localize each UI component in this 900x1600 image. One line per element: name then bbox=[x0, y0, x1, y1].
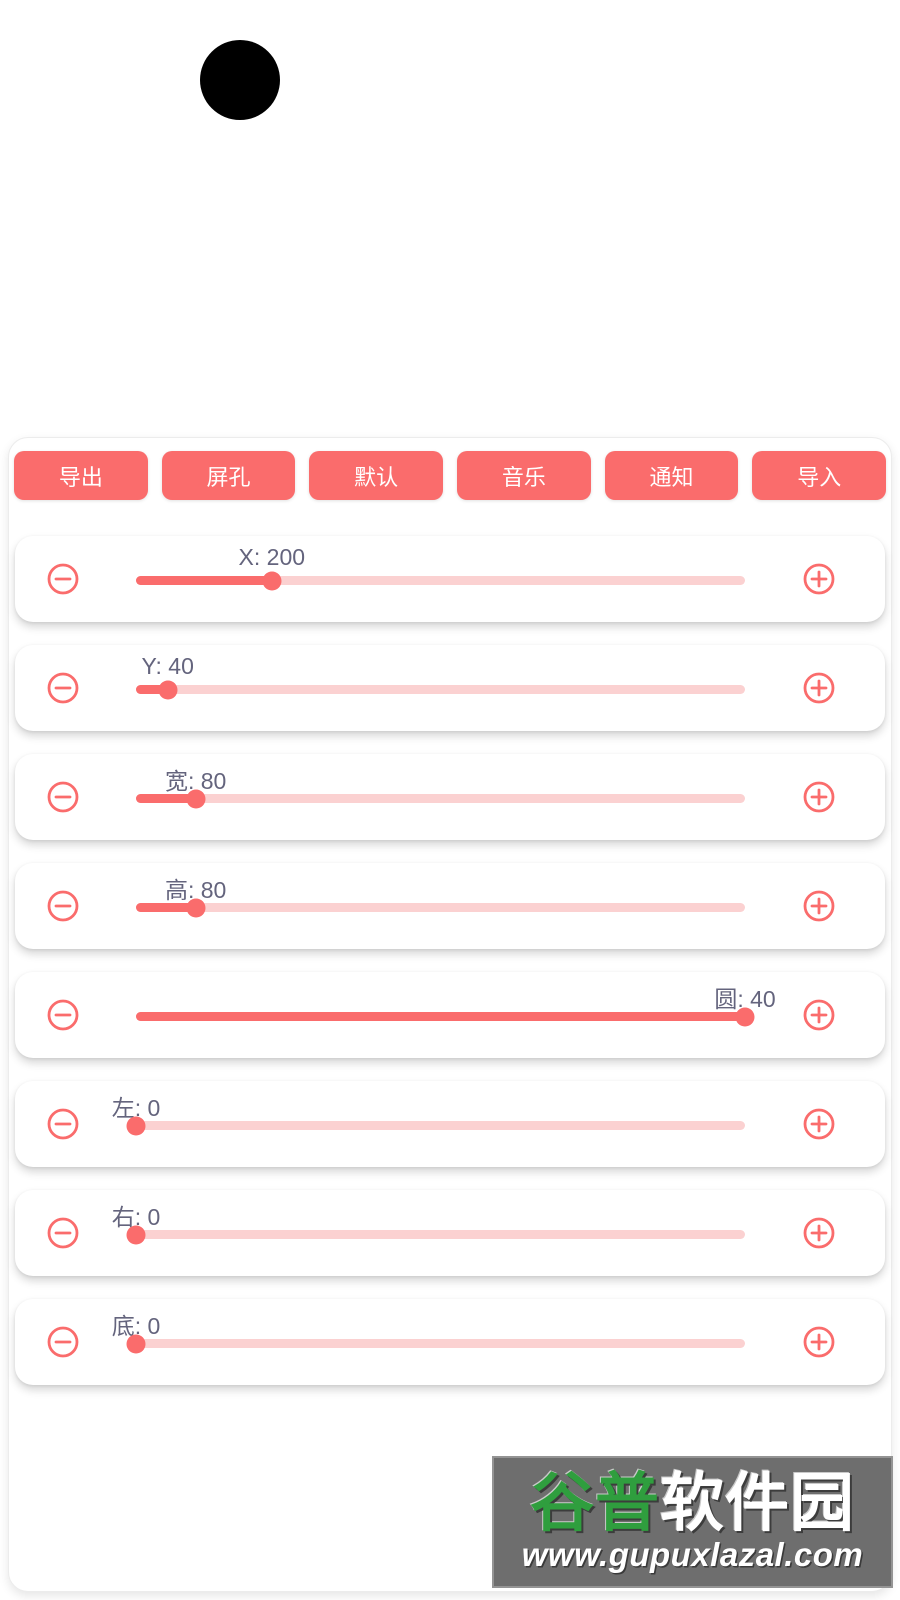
plus-icon bbox=[803, 890, 835, 922]
slider-thumb-width[interactable] bbox=[186, 789, 206, 808]
slider-track-left[interactable] bbox=[126, 1116, 745, 1135]
plus-button-right[interactable] bbox=[802, 1216, 836, 1250]
slider-area-radius: 圆: 40 bbox=[136, 972, 776, 1058]
slider-area-left: 左: 0 bbox=[112, 1081, 745, 1167]
slider-card-height: 高: 80 bbox=[15, 863, 885, 949]
slider-track-fill-height bbox=[136, 903, 196, 912]
slider-track-width[interactable] bbox=[136, 789, 745, 808]
minus-button-height[interactable] bbox=[46, 889, 80, 923]
minus-button-width[interactable] bbox=[46, 780, 80, 814]
slider-card-y: Y: 40 bbox=[15, 645, 885, 731]
slider-card-right: 右: 0 bbox=[15, 1190, 885, 1276]
minus-icon bbox=[47, 1326, 79, 1358]
plus-icon bbox=[803, 672, 835, 704]
minus-button-bottom[interactable] bbox=[46, 1325, 80, 1359]
plus-button-width[interactable] bbox=[802, 780, 836, 814]
slider-track-fill-y bbox=[136, 685, 168, 694]
slider-track-right[interactable] bbox=[126, 1225, 745, 1244]
plus-icon bbox=[803, 1217, 835, 1249]
notify-button[interactable]: 通知 bbox=[604, 451, 739, 500]
minus-icon bbox=[47, 890, 79, 922]
settings-panel: 导出 屏孔 默认 音乐 通知 导入 X: 200 Y: 40 宽: 80 高: 80 圆: 40 左… bbox=[8, 437, 892, 1592]
minus-icon bbox=[47, 672, 79, 704]
slider-area-height: 高: 80 bbox=[136, 863, 745, 949]
minus-button-radius[interactable] bbox=[46, 998, 80, 1032]
plus-icon bbox=[803, 1326, 835, 1358]
slider-thumb-left[interactable] bbox=[126, 1116, 146, 1135]
plus-icon bbox=[803, 1108, 835, 1140]
punch-hole-circle bbox=[200, 40, 280, 120]
minus-icon bbox=[47, 563, 79, 595]
slider-thumb-bottom[interactable] bbox=[126, 1334, 146, 1353]
slider-card-x: X: 200 bbox=[15, 536, 885, 622]
minus-icon bbox=[47, 781, 79, 813]
import-button[interactable]: 导入 bbox=[752, 451, 887, 500]
slider-thumb-x[interactable] bbox=[262, 571, 282, 590]
plus-icon bbox=[803, 781, 835, 813]
slider-thumb-radius[interactable] bbox=[735, 1007, 755, 1026]
minus-button-right[interactable] bbox=[46, 1216, 80, 1250]
slider-track-bottom[interactable] bbox=[126, 1334, 745, 1353]
export-button[interactable]: 导出 bbox=[14, 451, 148, 500]
slider-area-y: Y: 40 bbox=[136, 645, 745, 731]
slider-track-x[interactable] bbox=[136, 571, 745, 590]
music-button[interactable]: 音乐 bbox=[457, 451, 591, 500]
slider-card-bottom: 底: 0 bbox=[15, 1299, 885, 1385]
slider-track-y[interactable] bbox=[136, 680, 745, 699]
slider-track-fill-width bbox=[136, 794, 196, 803]
default-button[interactable]: 默认 bbox=[309, 451, 444, 500]
slider-area-bottom: 底: 0 bbox=[112, 1299, 745, 1385]
minus-icon bbox=[47, 1217, 79, 1249]
plus-button-height[interactable] bbox=[802, 889, 836, 923]
plus-button-x[interactable] bbox=[802, 562, 836, 596]
minus-button-left[interactable] bbox=[46, 1107, 80, 1141]
slider-track-radius[interactable] bbox=[136, 1007, 755, 1026]
slider-area-width: 宽: 80 bbox=[136, 754, 745, 840]
plus-button-left[interactable] bbox=[802, 1107, 836, 1141]
slider-card-width: 宽: 80 bbox=[15, 754, 885, 840]
minus-icon bbox=[47, 999, 79, 1031]
watermark-url: www.gupuxlazal.com bbox=[521, 1535, 864, 1573]
slider-card-left: 左: 0 bbox=[15, 1081, 885, 1167]
minus-button-y[interactable] bbox=[46, 671, 80, 705]
plus-button-bottom[interactable] bbox=[802, 1325, 836, 1359]
slider-track-fill-x bbox=[136, 576, 272, 585]
plus-button-radius[interactable] bbox=[802, 998, 836, 1032]
watermark-title-green: 谷普 bbox=[530, 1466, 660, 1539]
slider-thumb-height[interactable] bbox=[186, 898, 206, 917]
minus-icon bbox=[47, 1108, 79, 1140]
plus-button-y[interactable] bbox=[802, 671, 836, 705]
slider-thumb-y[interactable] bbox=[158, 680, 178, 699]
toolbar: 导出 屏孔 默认 音乐 通知 导入 bbox=[9, 438, 891, 500]
plus-icon bbox=[803, 999, 835, 1031]
slider-track-height[interactable] bbox=[136, 898, 745, 917]
plus-icon bbox=[803, 563, 835, 595]
hole-button[interactable]: 屏孔 bbox=[161, 451, 296, 500]
slider-value-label-y: Y: 40 bbox=[141, 653, 194, 679]
slider-track-fill-radius bbox=[136, 1012, 745, 1021]
watermark-title: 谷普软件园 bbox=[530, 1471, 855, 1535]
slider-thumb-right[interactable] bbox=[126, 1225, 146, 1244]
slider-value-label-x: X: 200 bbox=[238, 544, 306, 570]
slider-area-x: X: 200 bbox=[136, 536, 745, 622]
watermark: 谷普软件园 www.gupuxlazal.com bbox=[492, 1456, 893, 1588]
slider-list: X: 200 Y: 40 宽: 80 高: 80 圆: 40 左: 0 右: 0 底: 0 bbox=[9, 536, 891, 1385]
minus-button-x[interactable] bbox=[46, 562, 80, 596]
slider-area-right: 右: 0 bbox=[112, 1190, 745, 1276]
watermark-title-white: 软件园 bbox=[660, 1466, 855, 1539]
slider-card-radius: 圆: 40 bbox=[15, 972, 885, 1058]
